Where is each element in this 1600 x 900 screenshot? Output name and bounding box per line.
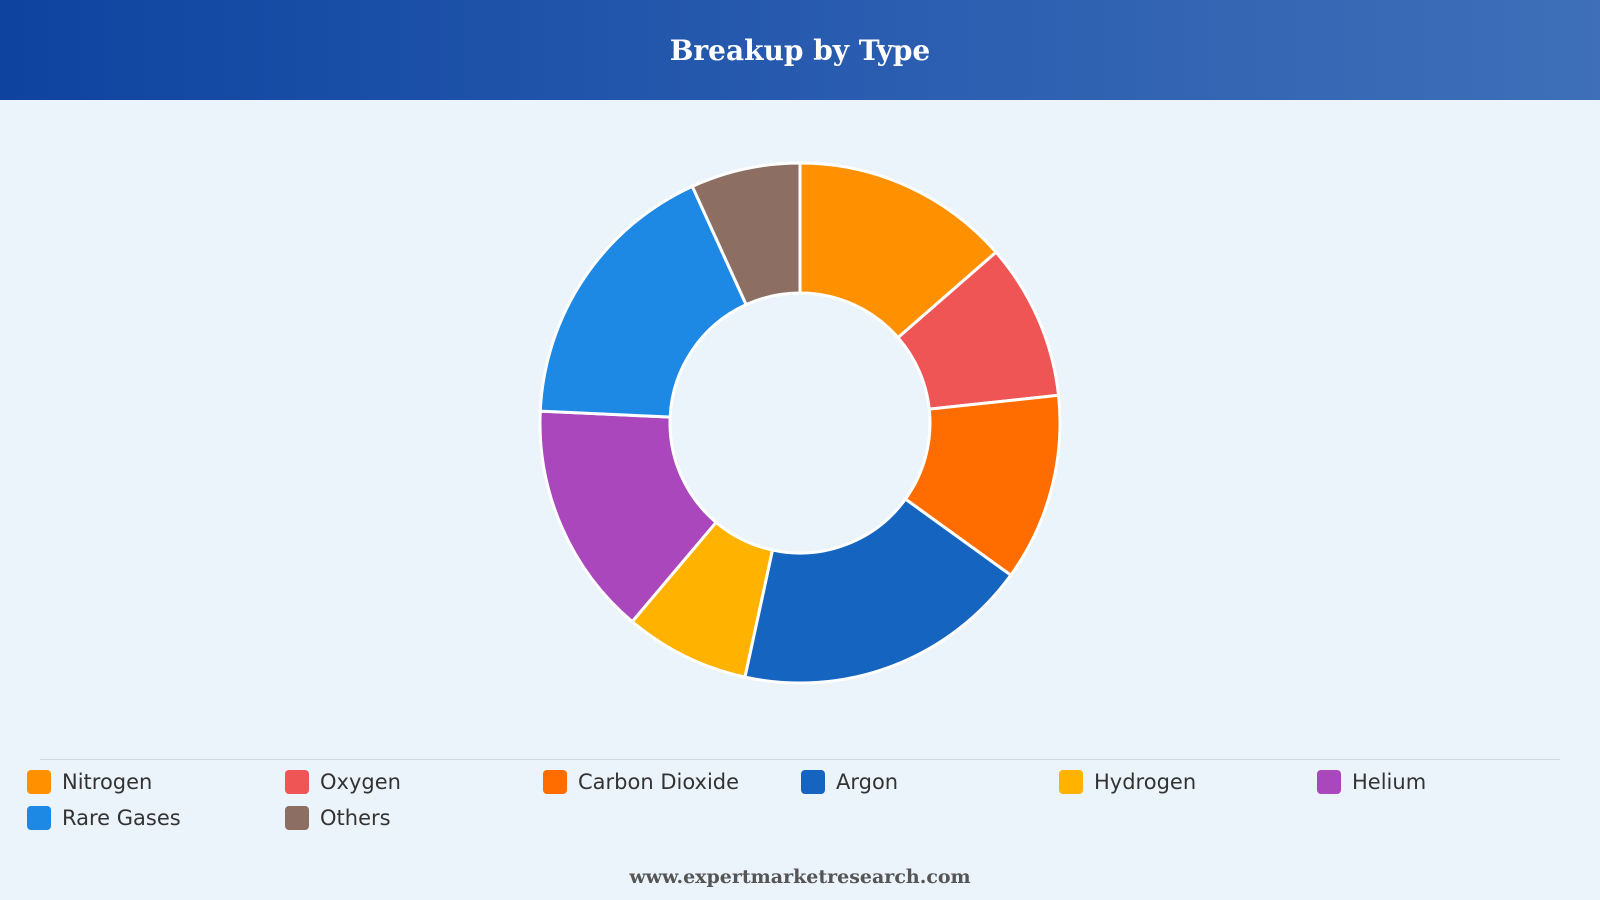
legend-swatch: [1317, 770, 1341, 794]
legend-label: Carbon Dioxide: [578, 770, 740, 794]
legend-swatch: [543, 770, 567, 794]
legend-item-oxygen[interactable]: Oxygen: [285, 770, 543, 794]
slice-rare-gases[interactable]: [538, 184, 749, 419]
chart-header: Breakup by Type: [0, 0, 1600, 100]
legend-item-hydrogen[interactable]: Hydrogen: [1059, 770, 1317, 794]
legend-swatch: [1059, 770, 1083, 794]
source-watermark: www.expertmarketresearch.com: [629, 866, 971, 888]
slice-others[interactable]: [690, 161, 802, 307]
legend-swatch: [801, 770, 825, 794]
legend-label: Nitrogen: [62, 770, 153, 794]
legend-item-rare-gases[interactable]: Rare Gases: [27, 806, 285, 830]
legend-label: Argon: [836, 770, 899, 794]
legend-item-argon[interactable]: Argon: [801, 770, 1059, 794]
chart-legend: Nitrogen Oxygen Carbon Dioxide Argon Hydroge…: [27, 770, 1573, 830]
legend-item-nitrogen[interactable]: Nitrogen: [27, 770, 285, 794]
legend-label: Oxygen: [320, 770, 401, 794]
legend-item-others[interactable]: Others: [285, 806, 543, 830]
legend-item-carbon-dioxide[interactable]: Carbon Dioxide: [543, 770, 801, 794]
legend-swatch: [285, 770, 309, 794]
chart-title: Breakup by Type: [669, 33, 931, 67]
legend-label: Helium: [1352, 770, 1427, 794]
legend-swatch: [285, 806, 309, 830]
slice-helium[interactable]: [538, 409, 719, 624]
donut-chart: [538, 161, 1062, 685]
legend-divider: [40, 759, 1560, 760]
legend-swatch: [27, 806, 51, 830]
legend-swatch: [27, 770, 51, 794]
legend-item-helium[interactable]: Helium: [1317, 770, 1575, 794]
slice-argon[interactable]: [743, 496, 1013, 685]
legend-label: Rare Gases: [62, 806, 181, 830]
legend-label: Others: [320, 806, 391, 830]
legend-label: Hydrogen: [1094, 770, 1197, 794]
